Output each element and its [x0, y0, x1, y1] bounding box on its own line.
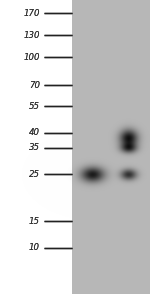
Text: 130: 130	[23, 31, 40, 40]
Bar	[0, 0, 72, 294]
Text: 25: 25	[29, 170, 40, 178]
Text: 40: 40	[29, 128, 40, 137]
Text: 10: 10	[29, 243, 40, 252]
Text: 130: 130	[23, 31, 40, 40]
Text: 70: 70	[29, 81, 40, 90]
Text: 40: 40	[29, 128, 40, 137]
Text: 35: 35	[29, 143, 40, 152]
Text: 55: 55	[29, 102, 40, 111]
Text: 15: 15	[29, 217, 40, 225]
Text: 170: 170	[23, 9, 40, 18]
Text: 35: 35	[29, 143, 40, 152]
Text: 15: 15	[29, 217, 40, 225]
Text: 25: 25	[29, 170, 40, 178]
Text: 70: 70	[29, 81, 40, 90]
Text: 170: 170	[23, 9, 40, 18]
Text: 100: 100	[23, 53, 40, 62]
Text: 100: 100	[23, 53, 40, 62]
Bar	[72, 0, 150, 294]
Text: 55: 55	[29, 102, 40, 111]
Text: 10: 10	[29, 243, 40, 252]
